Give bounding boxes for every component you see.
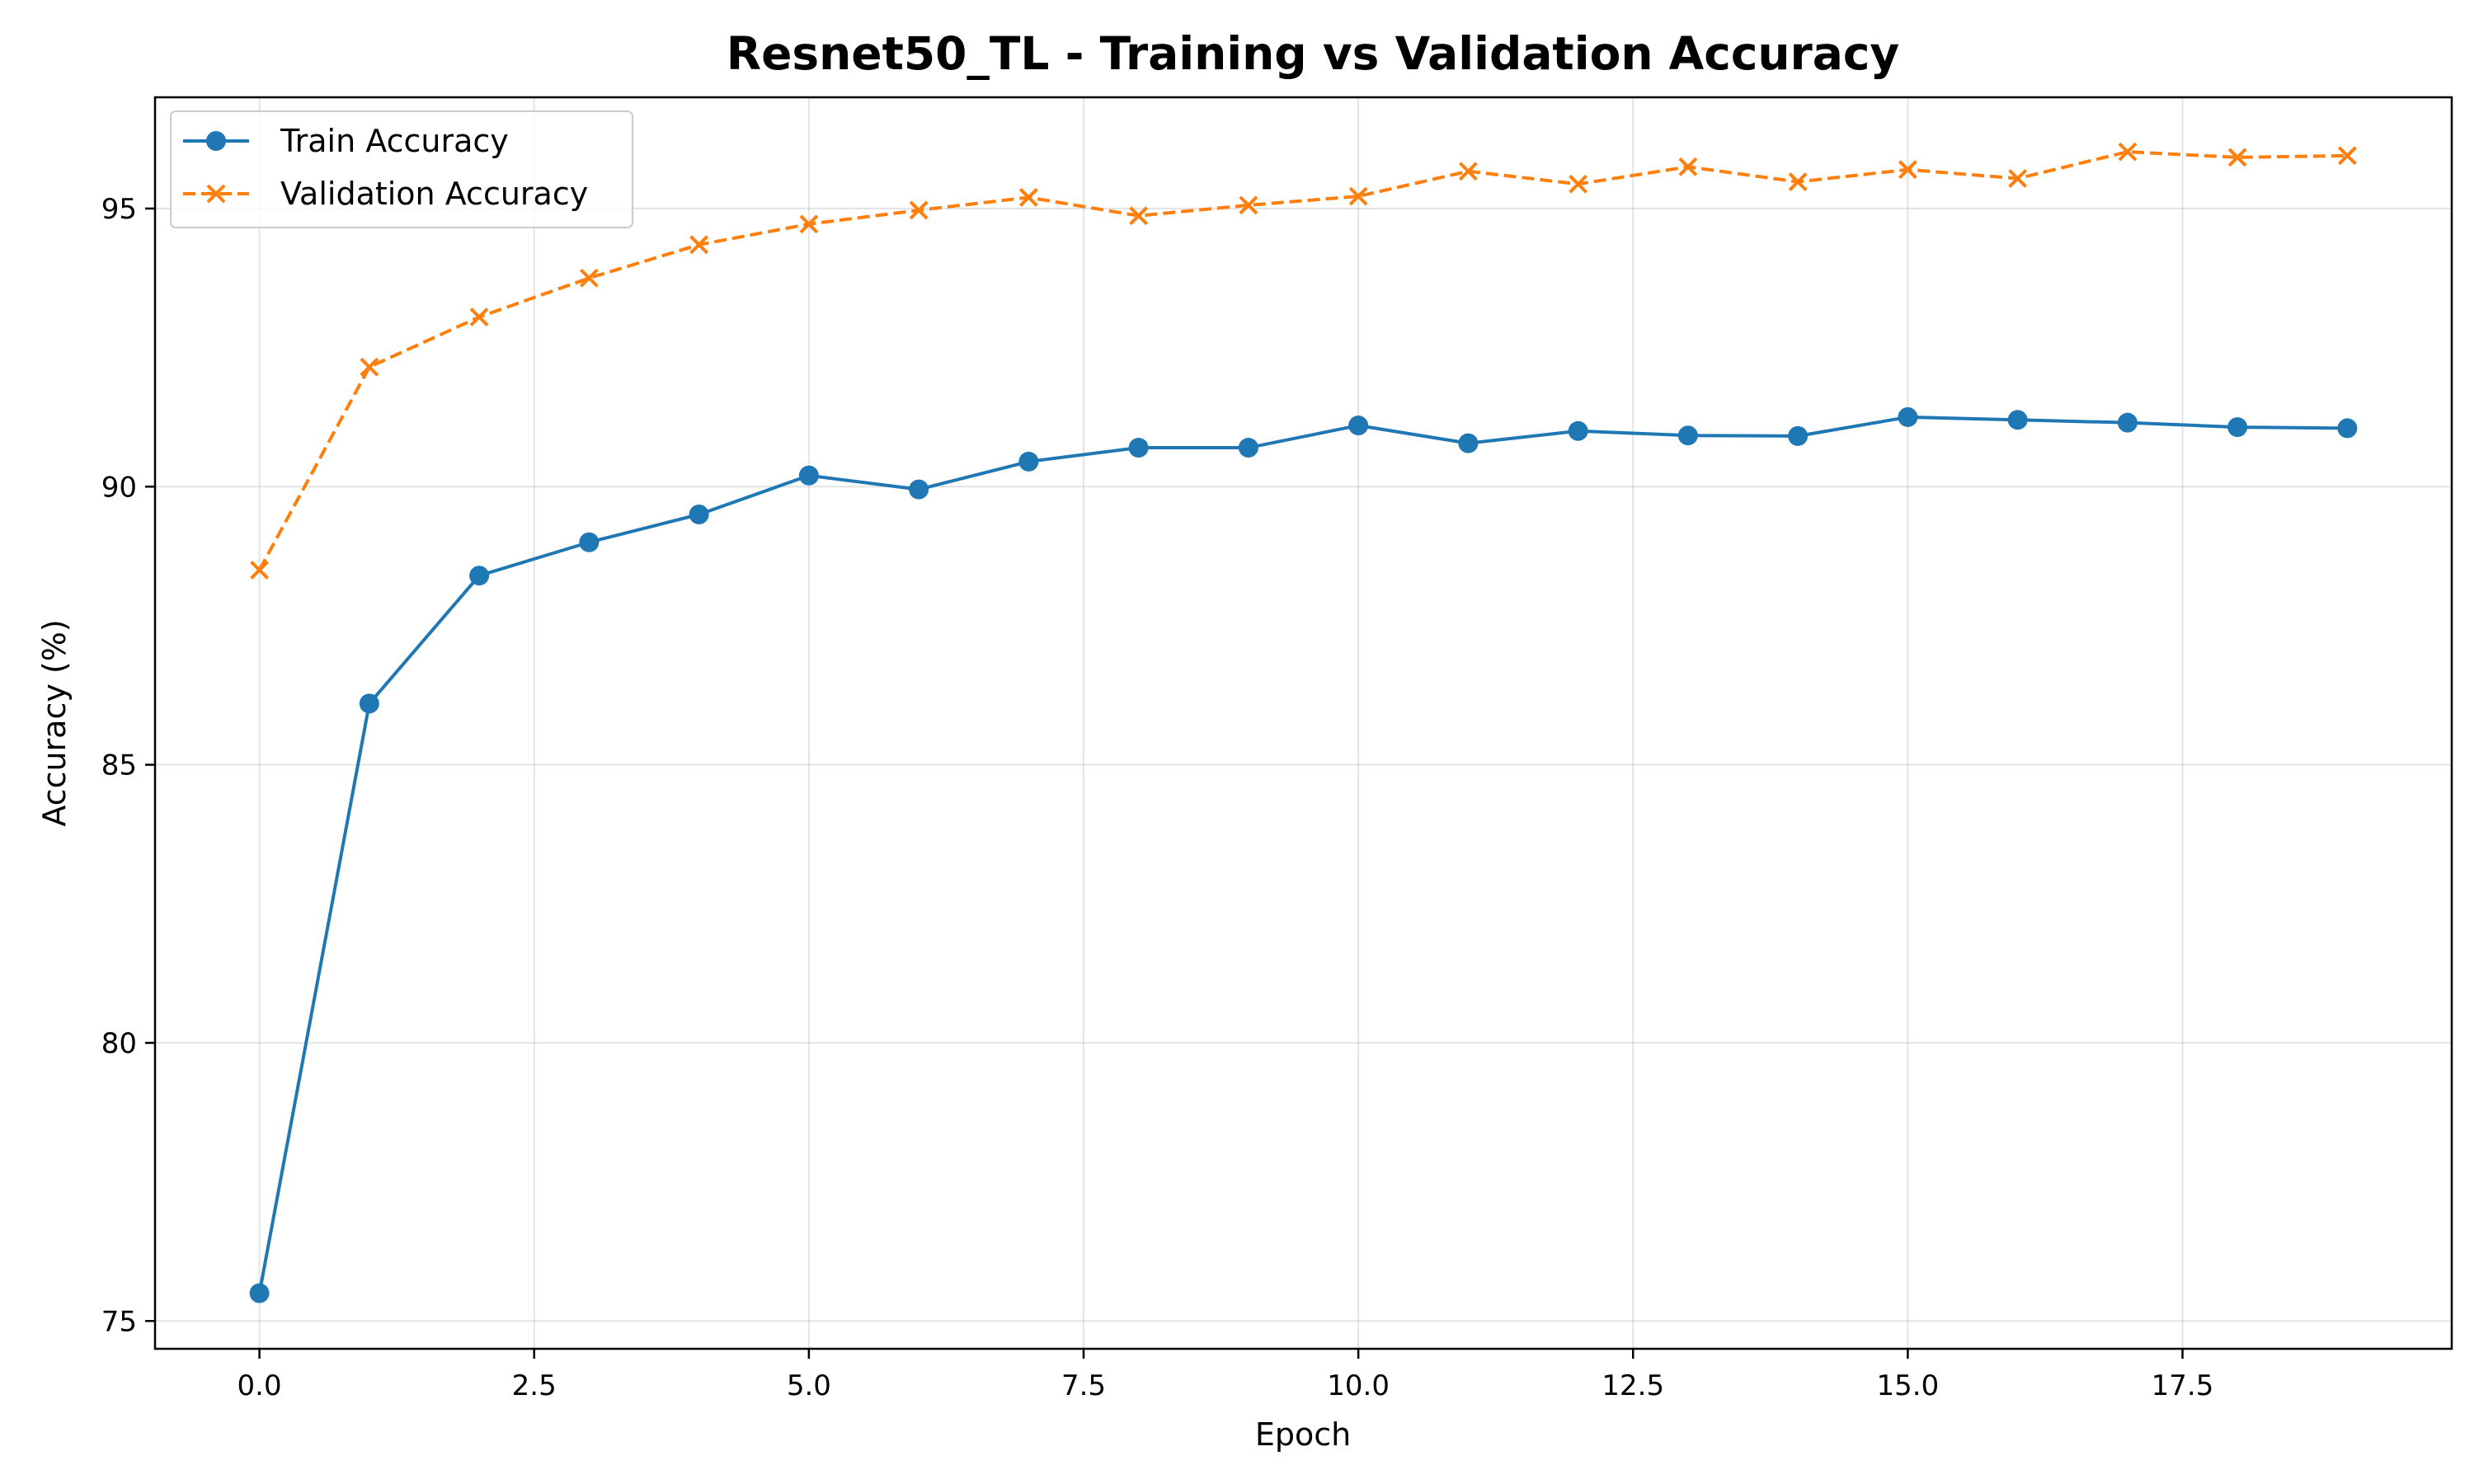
data-point-train-accuracy [2337,418,2358,439]
data-point-train-accuracy [1128,438,1149,458]
y-tick-label: 85 [101,749,137,782]
data-point-validation-accuracy [1898,160,1917,180]
y-tick-label: 95 [101,193,137,226]
axis-ticks: 0.0 2.5 5.0 7.5 10.0 12.5 15.0 17.5 75 80 85 90 95 [101,193,2214,1402]
legend-validation-marker [206,184,226,204]
series-train-accuracy [249,406,2358,1303]
legend-entry-validation: Validation Accuracy [183,176,588,212]
data-point-train-accuracy [2117,412,2138,433]
x-tick-label: 12.5 [1602,1369,1664,1402]
data-point-validation-accuracy [1458,162,1478,181]
series-line-validation-accuracy [257,150,2348,571]
data-point-train-accuracy [1238,438,1258,458]
data-point-validation-accuracy [1129,206,1149,226]
data-point-train-accuracy [359,693,379,714]
data-point-train-accuracy [1568,420,1588,441]
plot-area-frame [153,96,2453,1350]
y-tick-label: 75 [101,1305,137,1338]
data-point-train-accuracy [2007,410,2028,430]
data-point-validation-accuracy [2227,148,2247,167]
data-point-train-accuracy [249,1283,270,1303]
data-point-validation-accuracy [250,561,270,580]
data-point-train-accuracy [1788,425,1808,446]
y-tick-label: 90 [101,471,137,504]
data-point-validation-accuracy [469,308,489,326]
x-tick-label: 15.0 [1877,1369,1940,1402]
legend-train-label: Train Accuracy [280,123,509,159]
data-point-train-accuracy [579,532,600,552]
x-tick-label: 10.0 [1327,1369,1390,1402]
y-axis-label: Accuracy (%) [36,619,73,826]
data-point-train-accuracy [469,566,490,586]
data-point-validation-accuracy [2008,169,2028,188]
data-point-validation-accuracy [1788,172,1808,191]
data-point-validation-accuracy [689,235,709,255]
data-point-train-accuracy [1898,406,1918,427]
data-point-validation-accuracy [1348,186,1368,206]
series-validation-accuracy [250,142,2357,580]
x-tick-label: 0.0 [238,1369,282,1402]
data-point-validation-accuracy [360,357,379,377]
data-point-validation-accuracy [1678,157,1698,176]
data-point-validation-accuracy [579,268,599,288]
legend: Train Accuracy Validation Accuracy [170,110,633,228]
chart-title: Resnet50_TL - Training vs Validation Acc… [727,27,1900,80]
series-layer [249,142,2358,1303]
data-point-train-accuracy [1458,433,1479,453]
data-point-validation-accuracy [2118,142,2138,162]
legend-box [170,110,633,228]
data-point-train-accuracy [798,465,819,486]
data-point-validation-accuracy [1569,174,1588,194]
data-point-validation-accuracy [799,214,819,234]
data-point-validation-accuracy [909,200,929,220]
legend-entry-train: Train Accuracy [183,123,509,159]
data-point-train-accuracy [2227,417,2248,438]
data-point-train-accuracy [689,505,709,524]
data-point-train-accuracy [1018,451,1039,472]
series-line-train-accuracy [257,415,2348,1294]
grid-lines [155,97,2452,1349]
x-axis-label: Epoch [1255,1416,1351,1453]
data-point-validation-accuracy [2337,146,2357,166]
legend-validation-label: Validation Accuracy [280,176,588,212]
legend-train-marker [206,131,226,151]
data-point-train-accuracy [909,479,929,500]
data-point-train-accuracy [1348,416,1369,436]
data-point-validation-accuracy [1018,188,1038,207]
x-tick-label: 2.5 [512,1369,557,1402]
y-tick-label: 80 [101,1027,137,1060]
x-tick-label: 5.0 [787,1369,831,1402]
x-tick-label: 7.5 [1061,1369,1106,1402]
data-point-train-accuracy [1677,425,1698,446]
x-tick-label: 17.5 [2152,1369,2214,1402]
data-point-validation-accuracy [1239,195,1258,215]
